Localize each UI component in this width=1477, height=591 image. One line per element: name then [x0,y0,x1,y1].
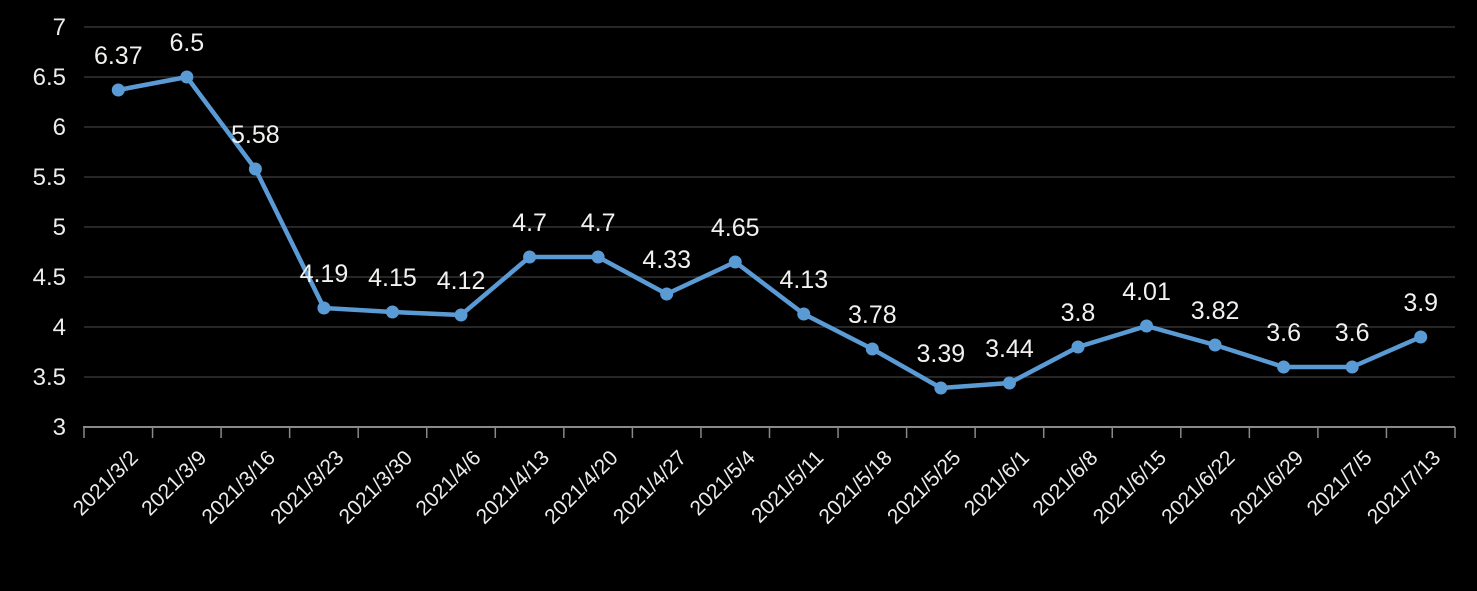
data-point-label: 3.82 [1191,297,1240,325]
data-point-marker [248,162,262,176]
data-point-label: 4.65 [711,214,760,242]
x-axis-tick-label: 2021/5/18 [815,446,897,528]
data-point-marker [591,250,605,264]
y-axis-tick-label: 6.5 [33,64,66,91]
data-point-marker [1277,360,1291,374]
y-axis-tick-label: 3 [53,414,66,441]
data-point-label: 4.7 [581,209,616,237]
data-point-label: 3.39 [917,340,966,368]
data-point-marker [660,287,674,301]
x-axis-tick-label: 2021/6/29 [1226,446,1308,528]
data-point-marker [865,342,879,356]
series-line [116,74,1423,391]
data-point-marker [1345,360,1359,374]
data-point-label: 3.44 [985,335,1034,363]
x-axis-tick-label: 2021/6/15 [1089,446,1171,528]
data-point-marker [454,308,468,322]
x-axis-tick-label: 2021/7/13 [1363,446,1445,528]
x-axis-tick-label: 2021/6/1 [960,446,1034,520]
data-point-marker [1414,330,1428,344]
data-point-label: 3.8 [1061,299,1096,327]
y-axis-tick-label: 4.5 [33,264,66,291]
data-point-label: 4.12 [437,267,486,295]
data-point-label: 6.37 [94,42,143,70]
y-axis-tick-label: 7 [53,14,66,41]
y-axis-tick-label: 5 [53,214,66,241]
x-axis-tick-label: 2021/3/16 [198,446,280,528]
data-point-marker [385,305,399,319]
data-point-label: 3.9 [1403,289,1438,317]
data-point-marker [523,250,537,264]
x-axis-tick-label: 2021/4/20 [540,446,622,528]
x-axis-tick-label: 2021/6/22 [1157,446,1239,528]
data-point-label: 3.6 [1266,319,1301,347]
data-point-marker [317,301,331,315]
data-point-label: 6.5 [169,29,204,57]
y-axis-tick-label: 4 [53,314,66,341]
data-point-marker [1002,376,1016,390]
x-axis-tick-label: 2021/4/27 [609,446,691,528]
x-axis-tick-label: 2021/4/13 [472,446,554,528]
data-point-marker [728,255,742,269]
x-axis-tick-label: 2021/3/23 [266,446,348,528]
data-point-marker [1071,340,1085,354]
data-point-marker [1208,338,1222,352]
x-axis-tick-label: 2021/5/25 [883,446,965,528]
x-axis-tick-label: 2021/3/2 [69,446,143,520]
data-point-label: 3.78 [848,301,897,329]
data-point-marker [1140,319,1154,333]
data-point-marker [797,307,811,321]
y-axis-tick-label: 3.5 [33,364,66,391]
data-point-label: 3.6 [1335,319,1370,347]
data-point-label: 4.7 [512,209,547,237]
x-axis-tick-label: 2021/3/30 [335,446,417,528]
y-axis-tick-label: 6 [53,114,66,141]
data-point-label: 5.58 [231,121,280,149]
data-point-label: 4.19 [300,260,349,288]
y-axis-tick-label: 5.5 [33,164,66,191]
data-point-marker [180,70,194,84]
data-point-label: 4.13 [779,266,828,294]
data-point-label: 4.15 [368,264,417,292]
data-point-label: 4.33 [642,246,691,274]
data-point-marker [934,381,948,395]
data-point-label: 4.01 [1122,278,1171,306]
data-point-marker [111,83,125,97]
